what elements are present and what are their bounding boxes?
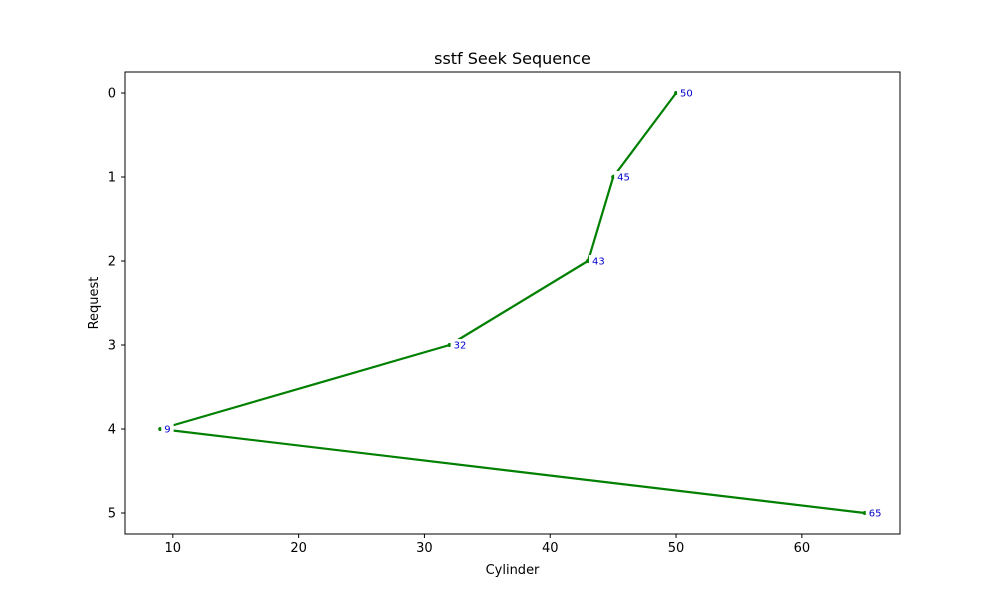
plot-area: 50 45 43 32 9 65 <box>158 87 885 520</box>
y-tick-label: 4 <box>108 423 116 438</box>
y-tick-label: 2 <box>108 255 116 270</box>
data-point: 50 <box>674 87 696 100</box>
seek-path-line <box>159 92 865 515</box>
x-tick-label: 60 <box>794 541 811 556</box>
data-point: 9 <box>158 423 174 436</box>
data-label: 45 <box>617 173 630 184</box>
data-label: 32 <box>454 341 467 352</box>
data-label: 65 <box>869 509 882 520</box>
data-label-background <box>865 507 885 519</box>
y-tick-label: 1 <box>108 171 116 186</box>
data-label: 9 <box>164 425 170 436</box>
data-label-background <box>614 171 633 183</box>
x-tick-label: 20 <box>290 541 307 556</box>
data-point: 43 <box>585 255 608 268</box>
y-tick-label: 5 <box>108 507 116 522</box>
data-label: 43 <box>592 257 605 268</box>
chart-title: sstf Seek Sequence <box>434 49 591 68</box>
data-label-background <box>677 87 696 99</box>
y-tick-label: 3 <box>108 339 116 354</box>
data-point: 45 <box>611 171 633 184</box>
x-tick-label: 40 <box>542 541 559 556</box>
y-tick-label: 0 <box>108 87 116 102</box>
y-axis: 0 1 2 3 4 5 <box>108 87 125 522</box>
data-point: 32 <box>447 339 470 352</box>
plot-frame <box>124 71 901 535</box>
y-axis-label: Request <box>87 277 102 330</box>
data-label: 50 <box>680 89 693 100</box>
x-tick-label: 10 <box>165 541 182 556</box>
data-label-background <box>450 339 470 351</box>
x-axis: 10 20 30 40 50 60 <box>165 534 811 556</box>
x-tick-label: 50 <box>668 541 685 556</box>
data-point: 65 <box>862 507 885 520</box>
x-axis-label: Cylinder <box>486 563 540 578</box>
data-label-background <box>588 255 608 267</box>
x-tick-label: 30 <box>416 541 433 556</box>
data-label-background <box>161 423 174 435</box>
